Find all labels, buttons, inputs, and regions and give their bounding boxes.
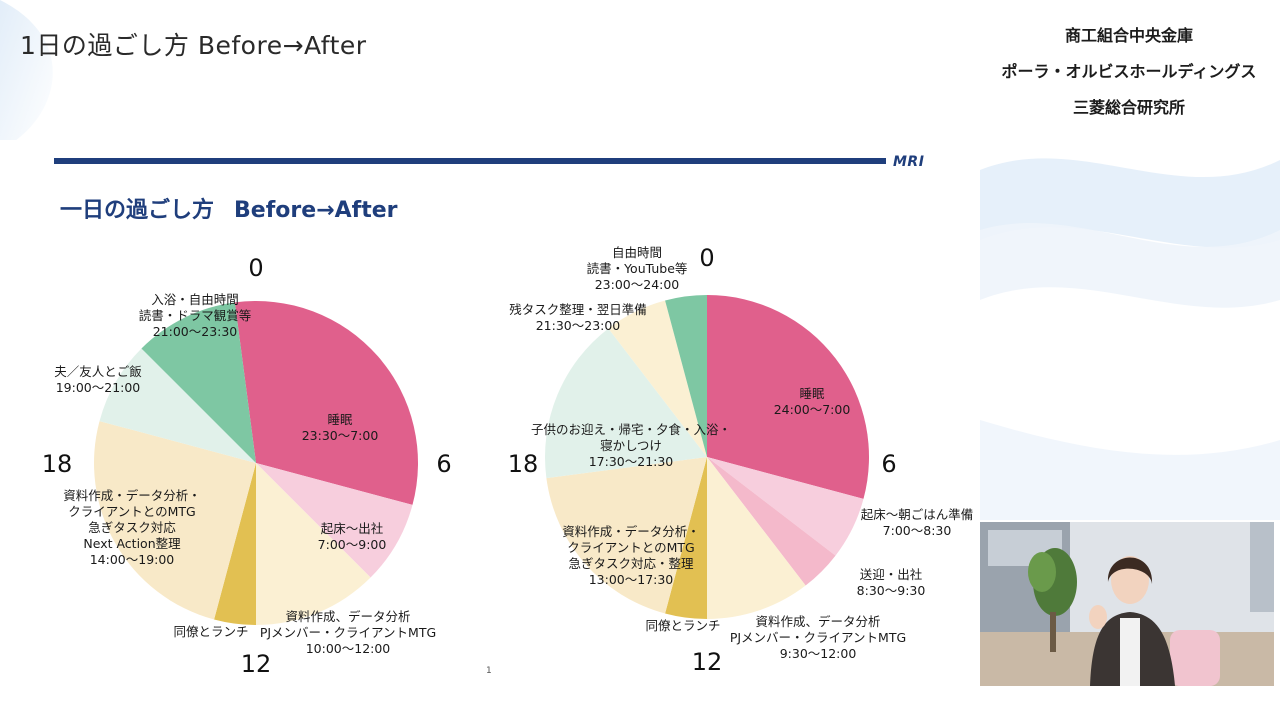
clock-tick-after-6: 6 (881, 450, 896, 478)
slide-header-rule (54, 158, 886, 164)
pie-slice-after-8 (665, 295, 707, 457)
pie-slice-before-5 (99, 348, 257, 463)
speaker-video (980, 522, 1274, 686)
speaker-video-frame (980, 522, 1274, 686)
pie-slice-after-7 (608, 300, 707, 457)
slice-label-before-6: 入浴・自由時間読書・ドラマ観賞等 21:00～23:30 (139, 292, 252, 339)
clock-tick-before-12: 12 (241, 650, 272, 678)
slice-label-after-2: 送迎・出社 8:30～9:30 (857, 567, 926, 598)
pie-slice-after-6 (545, 328, 707, 479)
slice-label-after-3: 資料作成、データ分析 PJメンバー・クライアントMTG 9:30～12:00 (730, 614, 906, 661)
pie-chart-after: 睡眠 24:00～7:00 起床～朝ごはん準備 7:00～8:30 送迎・出社 8:30～… (508, 244, 974, 676)
slice-label-before-0: 睡眠 23:30～7:00 (302, 412, 379, 443)
slice-label-before-4: 資料作成・データ分析・クライアントとのMTG 急ぎタスク対応 Next Action… (63, 488, 201, 567)
slice-label-after-0: 睡眠 24:00～7:00 (774, 386, 851, 417)
slide-title: 一日の過ごし方 Before→After (60, 192, 397, 224)
pie-slice-after-2 (707, 457, 836, 586)
pie-slice-before-6 (141, 302, 256, 463)
slice-label-after-1: 起床～朝ごはん準備 7:00～8:30 (861, 507, 974, 538)
slide-title-main: 一日の過ごし方 (60, 198, 215, 223)
pie-chart-before: 睡眠 23:30～7:00 起床～出社 7:00～9:00 資料作成、データ分析 PJメン… (42, 254, 452, 678)
organization-list: 商工組合中央金庫 ポーラ・オルビスホールディングス 三菱総合研究所 (978, 18, 1280, 126)
slice-label-before-3: 同僚とランチ (173, 624, 248, 639)
slice-label-before-2: 資料作成、データ分析 PJメンバー・クライアントMTG 10:00～12:00 (260, 609, 436, 656)
pie-slice-after-1 (707, 457, 864, 556)
slice-label-after-7: 残タスク整理・翌日準備 21:30～23:00 (509, 302, 647, 333)
clock-tick-before-6: 6 (436, 450, 451, 478)
pie-slice-after-4 (665, 457, 707, 619)
slice-label-before-5: 夫／友人とご飯 19:00～21:00 (54, 364, 142, 395)
clock-tick-before-0: 0 (248, 254, 263, 282)
pie-slice-before-4 (93, 421, 257, 620)
pie-slice-before-0 (234, 301, 418, 505)
clock-tick-after-0: 0 (699, 244, 714, 272)
pie-slice-after-5 (546, 457, 707, 614)
clock-tick-after-18: 18 (508, 450, 539, 478)
org-name-2: ポーラ・オルビスホールディングス (1001, 62, 1257, 81)
slide-page-number: 1 (486, 666, 492, 676)
page-title: 1日の過ごし方 Before→After (20, 31, 367, 60)
slice-label-before-1: 起床～出社 7:00～9:00 (318, 521, 387, 552)
pie-slice-before-2 (256, 463, 371, 625)
slice-label-after-5: 資料作成・データ分析・クライアントとのMTG 急ぎタスク対応・整理 13:00～17… (562, 524, 700, 587)
pie-slice-after-3 (707, 457, 806, 619)
pie-slice-before-1 (256, 463, 413, 578)
clock-tick-before-18: 18 (42, 450, 73, 478)
slice-label-after-6: 子供のお迎え・帰宅・夕食・入浴・寝かしつけ 17:30～21:30 (531, 422, 731, 469)
mri-logo: MRI (893, 154, 925, 170)
clock-tick-after-12: 12 (692, 648, 723, 676)
slide-title-sub: Before→After (234, 198, 398, 223)
pie-slice-before-3 (214, 463, 256, 625)
slice-label-after-8: 自由時間読書・YouTube等 23:00～24:00 (587, 245, 688, 292)
org-name-1: 商工組合中央金庫 (1064, 26, 1193, 45)
slice-label-after-4: 同僚とランチ (645, 618, 720, 633)
pie-slice-after-0 (707, 295, 870, 499)
org-name-3: 三菱総合研究所 (1072, 98, 1185, 117)
